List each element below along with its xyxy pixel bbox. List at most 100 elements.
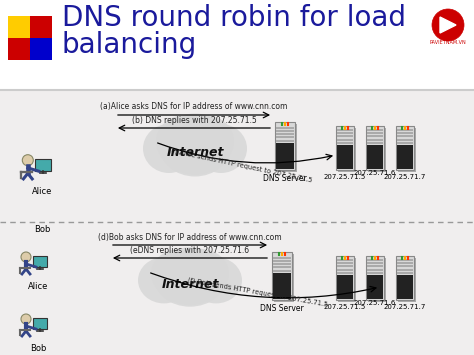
Ellipse shape [138, 257, 190, 304]
FancyBboxPatch shape [396, 126, 414, 170]
FancyBboxPatch shape [367, 132, 383, 134]
Text: PAVIETNAM.VN: PAVIETNAM.VN [429, 40, 466, 45]
FancyBboxPatch shape [276, 143, 294, 169]
Text: Alice: Alice [32, 187, 52, 196]
FancyBboxPatch shape [276, 130, 294, 132]
FancyBboxPatch shape [397, 259, 413, 261]
FancyBboxPatch shape [337, 129, 353, 131]
FancyBboxPatch shape [337, 132, 353, 134]
Ellipse shape [164, 126, 226, 175]
Ellipse shape [172, 249, 229, 299]
FancyBboxPatch shape [366, 126, 384, 170]
FancyBboxPatch shape [337, 138, 353, 141]
FancyBboxPatch shape [367, 142, 383, 144]
Ellipse shape [190, 257, 242, 304]
FancyBboxPatch shape [8, 38, 30, 60]
Text: (eDNS replies with 207.25.71.6: (eDNS replies with 207.25.71.6 [130, 246, 250, 255]
FancyBboxPatch shape [398, 128, 416, 172]
FancyBboxPatch shape [337, 262, 353, 264]
FancyBboxPatch shape [397, 266, 413, 267]
Text: DNS round robin for load: DNS round robin for load [62, 4, 406, 32]
Text: 207.25.71.5: 207.25.71.5 [324, 304, 366, 310]
FancyBboxPatch shape [398, 258, 416, 302]
FancyBboxPatch shape [30, 38, 52, 60]
FancyBboxPatch shape [273, 260, 291, 262]
Circle shape [432, 9, 464, 41]
FancyBboxPatch shape [276, 133, 294, 135]
FancyBboxPatch shape [397, 132, 413, 134]
Text: 207.25.71.5: 207.25.71.5 [324, 174, 366, 180]
FancyBboxPatch shape [367, 275, 383, 299]
FancyBboxPatch shape [338, 128, 356, 172]
FancyBboxPatch shape [397, 269, 413, 271]
Ellipse shape [159, 259, 221, 305]
Text: DNS Server: DNS Server [260, 304, 304, 313]
FancyBboxPatch shape [397, 275, 413, 299]
FancyBboxPatch shape [367, 272, 383, 274]
Text: (f) Bob sends HTTP request to 207.25.71.5: (f) Bob sends HTTP request to 207.25.71.… [187, 277, 328, 308]
Ellipse shape [177, 115, 234, 168]
FancyBboxPatch shape [337, 142, 353, 144]
FancyBboxPatch shape [397, 145, 413, 169]
Text: (d)Bob asks DNS for IP address of www.cnn.com: (d)Bob asks DNS for IP address of www.cn… [98, 233, 282, 242]
Text: Internet: Internet [166, 147, 224, 159]
Circle shape [21, 252, 31, 262]
Text: balancing: balancing [62, 31, 197, 59]
FancyBboxPatch shape [366, 256, 384, 300]
FancyBboxPatch shape [337, 269, 353, 271]
Circle shape [21, 314, 31, 324]
FancyBboxPatch shape [367, 259, 383, 261]
FancyBboxPatch shape [367, 138, 383, 141]
Text: Bob: Bob [34, 225, 50, 234]
Polygon shape [440, 17, 456, 33]
FancyBboxPatch shape [367, 135, 383, 137]
FancyBboxPatch shape [273, 269, 291, 272]
Text: Internet: Internet [161, 279, 219, 291]
FancyBboxPatch shape [337, 259, 353, 261]
FancyBboxPatch shape [368, 258, 386, 302]
FancyBboxPatch shape [276, 140, 294, 142]
FancyBboxPatch shape [338, 258, 356, 302]
Text: Bob: Bob [30, 344, 46, 353]
Text: (a)Alice asks DNS for IP address of www.cnn.com: (a)Alice asks DNS for IP address of www.… [100, 102, 288, 111]
FancyBboxPatch shape [0, 0, 474, 90]
FancyBboxPatch shape [8, 16, 30, 38]
Text: 207.25.71.7: 207.25.71.7 [384, 174, 426, 180]
FancyBboxPatch shape [397, 135, 413, 137]
FancyBboxPatch shape [273, 263, 291, 265]
FancyBboxPatch shape [30, 16, 52, 38]
FancyBboxPatch shape [337, 275, 353, 299]
FancyBboxPatch shape [273, 266, 291, 268]
FancyBboxPatch shape [274, 254, 294, 302]
FancyBboxPatch shape [276, 127, 294, 129]
Ellipse shape [151, 249, 208, 299]
FancyBboxPatch shape [276, 136, 294, 138]
FancyBboxPatch shape [277, 124, 297, 172]
Text: (b) DNS replies with 207.25.71.5: (b) DNS replies with 207.25.71.5 [132, 116, 256, 125]
FancyBboxPatch shape [275, 122, 295, 170]
FancyBboxPatch shape [273, 273, 291, 299]
FancyBboxPatch shape [367, 145, 383, 169]
Ellipse shape [156, 115, 213, 168]
FancyBboxPatch shape [397, 142, 413, 144]
Circle shape [22, 155, 33, 166]
Text: (c) Alice sends HTTP request to 207.25.71.5: (c) Alice sends HTTP request to 207.25.7… [168, 147, 312, 184]
FancyBboxPatch shape [273, 257, 291, 259]
Text: Alice: Alice [28, 282, 48, 291]
Text: 207.25.71.6: 207.25.71.6 [354, 300, 396, 306]
FancyBboxPatch shape [33, 256, 47, 267]
Text: 207.25.71.6: 207.25.71.6 [354, 170, 396, 176]
FancyBboxPatch shape [336, 256, 354, 300]
Ellipse shape [159, 114, 231, 176]
FancyBboxPatch shape [337, 145, 353, 169]
FancyBboxPatch shape [396, 256, 414, 300]
FancyBboxPatch shape [33, 318, 47, 329]
FancyBboxPatch shape [368, 128, 386, 172]
FancyBboxPatch shape [336, 126, 354, 170]
FancyBboxPatch shape [367, 129, 383, 131]
FancyBboxPatch shape [397, 138, 413, 141]
FancyBboxPatch shape [367, 262, 383, 264]
FancyBboxPatch shape [272, 252, 292, 300]
Ellipse shape [195, 124, 247, 173]
Text: DNS Server: DNS Server [263, 174, 307, 183]
